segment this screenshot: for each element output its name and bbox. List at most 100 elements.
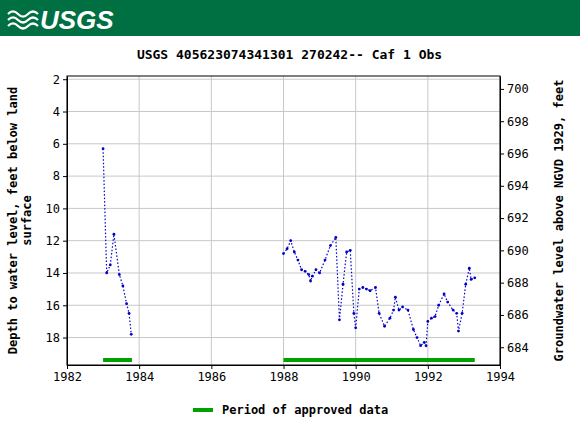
data-point [423,341,426,344]
data-point [125,302,128,305]
data-point [392,309,395,312]
tick-label: 1988 [270,370,299,384]
data-point [105,272,108,275]
grid-line-y [67,240,500,241]
tick: 696 [500,147,529,161]
data-point [289,239,292,242]
logo-wave [8,18,38,23]
data-point [457,330,460,333]
tick: 1982 [53,365,82,384]
data-point [389,317,392,320]
tick-label: 2 [53,73,60,87]
data-point [461,312,464,315]
chart-container: USGSUSGS 405623074341301 270242-- Caf 1 … [0,0,580,430]
approved-period [103,358,132,362]
data-point [349,249,352,252]
tick-mark [211,365,212,369]
data-point [354,326,357,329]
tick-mark [63,208,67,209]
tick-label: 10 [46,202,60,216]
data-point [122,284,125,287]
grid-line-y [67,143,500,144]
plot-area [102,147,476,360]
tick: 18 [46,331,67,345]
data-point [282,252,285,255]
grid-line-y [67,208,500,209]
tick-mark [500,121,504,122]
approved-period [284,358,475,362]
tick-label: 684 [507,341,529,355]
tick: 1986 [197,365,226,384]
tick: 12 [46,234,67,248]
y-axis-title-line: Depth to water level, feet below land [6,87,20,354]
tick-label: 6 [53,137,60,151]
tick-mark [500,153,504,154]
legend: Period of approved data [193,403,388,417]
data-point [358,288,361,291]
data-point [434,315,437,318]
data-point [118,273,121,276]
tick-mark [428,365,429,369]
tick-label: 12 [46,234,60,248]
y-axis: 24681012141618 [46,73,68,366]
grid-line-x [211,76,212,365]
data-point [383,325,386,328]
tick: 6 [53,137,67,151]
data-point [378,312,381,315]
tick-label: 1986 [197,370,226,384]
logo-text: USGS [40,5,114,35]
data-point [365,288,368,291]
tick-label: 686 [507,308,529,322]
y-axis-title: Depth to water level, feet below landsur… [6,87,34,354]
data-point [394,296,397,299]
tick-label: 692 [507,211,529,225]
tick: 692 [500,211,529,225]
tick-mark [500,315,504,316]
tick-label: 690 [507,244,529,258]
tick-mark [63,241,67,242]
data-point [446,301,449,304]
tick-mark [139,365,140,369]
grid-line-y [67,305,500,306]
data-point [345,251,348,254]
tick-mark [63,273,67,274]
y2-axis: 684686688690692694696698700 [500,77,529,366]
data-point [437,304,440,307]
chart-svg: USGSUSGS 405623074341301 270242-- Caf 1 … [0,0,580,430]
tick: 686 [500,308,529,322]
data-point [315,268,318,271]
data-point [300,268,303,271]
tick-mark [63,79,67,80]
grid-line-x [139,76,140,365]
data-point [338,318,341,321]
data-point [407,309,410,312]
legend-label: Period of approved data [222,403,388,417]
tick-mark [67,365,68,369]
data-point [425,344,428,347]
data-point [401,305,404,308]
tick-mark [500,250,504,251]
data-point [443,293,446,296]
tick-mark [500,283,504,284]
tick-label: 698 [507,115,529,129]
grid [67,76,500,365]
grid-line-y [67,337,500,338]
tick-mark [284,365,285,369]
data-point [369,289,372,292]
tick-label: 1992 [414,370,443,384]
tick-label: 700 [507,82,529,96]
tick: 1992 [414,365,443,384]
data-point [286,247,289,250]
tick-mark [63,176,67,177]
grid-line-y [67,79,500,80]
x-axis: 1982198419861988199019921994 [53,365,515,384]
data-point [342,283,345,286]
data-point [318,272,321,275]
tick: 1990 [342,365,371,384]
logo-waves [8,12,38,29]
data-point [102,147,105,150]
tick-label: 16 [46,299,60,313]
tick: 2 [53,73,67,87]
tick-label: 14 [46,266,60,280]
data-point [130,333,133,336]
